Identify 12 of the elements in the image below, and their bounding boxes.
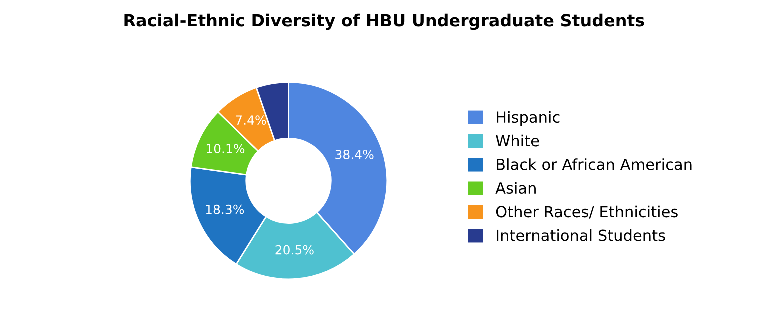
- data-label: 10.1%: [206, 144, 245, 154]
- data-label: 7.4%: [236, 116, 266, 126]
- chart-title: Racial-Ethnic Diversity of HBU Undergraduate Students: [124, 14, 644, 30]
- data-label: 20.5%: [276, 245, 314, 255]
- legend-label: Asian: [496, 182, 536, 194]
- legend-label: Hispanic: [497, 111, 560, 126]
- legend-label: Black or African American: [497, 158, 692, 170]
- legend-label: White: [496, 134, 540, 147]
- legend-label: Other Races/ Ethnicities: [496, 206, 678, 219]
- data-label: 38.4%: [336, 150, 374, 160]
- legend-label: International Students: [497, 230, 666, 242]
- data-label: 18.3%: [206, 204, 244, 214]
